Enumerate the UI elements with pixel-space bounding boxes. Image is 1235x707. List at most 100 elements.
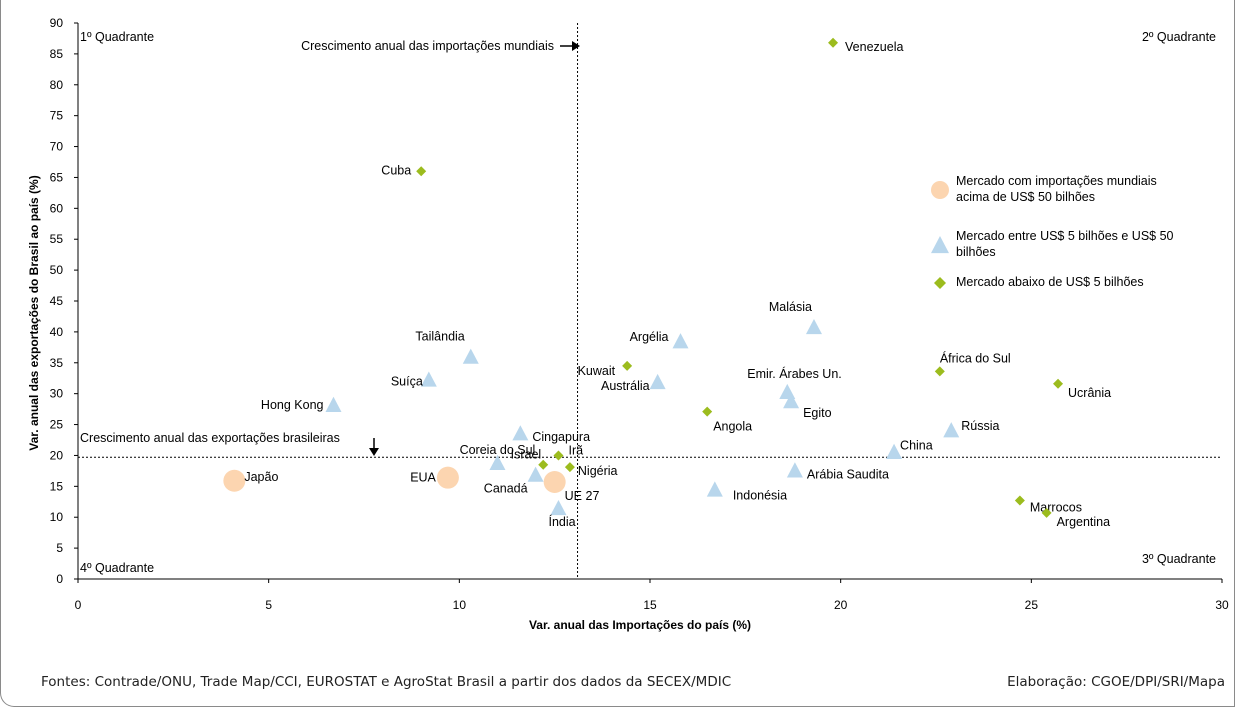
data-points: Japão EUA UE 27 Tailândia Suíça Hong Kong Cing… [223, 37, 1111, 529]
quadrant-label: 3º Quadrante [1142, 552, 1216, 566]
y-tick-label: 50 [50, 263, 64, 277]
y-tick-label: 80 [50, 78, 64, 92]
marker-diamond [564, 462, 575, 473]
point-label: Israel [511, 448, 542, 462]
reference-lines: Crescimento anual das importações mundia… [78, 23, 1222, 579]
point-label: Indonésia [733, 488, 787, 502]
marker-triangle [325, 396, 342, 412]
marker-diamond [1014, 495, 1025, 506]
point-label: Cuba [381, 163, 411, 177]
marker-diamond [934, 277, 946, 289]
marker-diamond [1041, 507, 1052, 518]
point-label: Argentina [1057, 515, 1111, 529]
x-tick-label: 0 [75, 598, 82, 612]
marker-diamond [1053, 378, 1064, 389]
marker-triangle [512, 425, 529, 441]
point-label: Emir. Árabes Un. [747, 366, 841, 381]
y-tick-label: 35 [50, 356, 64, 370]
y-tick-label: 60 [50, 201, 64, 215]
point-label: Egito [803, 406, 832, 420]
y-tick-label: 70 [50, 140, 64, 154]
point-label: Japão [244, 470, 278, 484]
point-label: Venezuela [845, 40, 903, 54]
point-label: Hong Kong [261, 398, 324, 412]
y-tick-label: 85 [50, 47, 64, 61]
y-tick-label: 75 [50, 109, 64, 123]
x-tick-label: 5 [265, 598, 272, 612]
marker-triangle [786, 462, 803, 478]
y-tick-label: 10 [50, 510, 64, 524]
marker-triangle [489, 454, 506, 471]
marker-diamond [538, 459, 549, 470]
marker-triangle [649, 373, 666, 390]
marker-diamond [702, 406, 713, 417]
marker-diamond [828, 37, 839, 48]
credit-note: Elaboração: CGOE/DPI/SRI/Mapa [1007, 674, 1225, 690]
marker-triangle [462, 348, 479, 364]
x-axis-title: Var. anual das Importações do país (%) [529, 618, 751, 632]
marker-triangle [706, 481, 723, 497]
import-growth-arrow-head [572, 41, 580, 51]
y-tick-label: 45 [50, 294, 64, 308]
legend-entry-text: Mercado abaixo de US$ 5 bilhões [956, 275, 1144, 289]
x-tick-label: 15 [643, 598, 657, 612]
legend-entry-text: Mercado com importações mundiais [956, 174, 1157, 188]
legend-entry-text: bilhões [956, 245, 996, 259]
x-tick-label: 10 [453, 598, 467, 612]
axes: 0 5 10 15 20 25 30 35 40 45 50 55 60 65 70 75 80 85 90 0 5 10… [27, 16, 1229, 632]
point-label: Cingapura [532, 430, 590, 444]
point-label: Irã [568, 443, 583, 457]
point-label: Kuwait [578, 364, 616, 378]
legend-entry-text: acima de US$ 50 bilhões [956, 190, 1095, 204]
y-tick-label: 25 [50, 418, 64, 432]
marker-diamond [934, 366, 945, 377]
marker-triangle [931, 236, 949, 254]
x-tick-label: 30 [1215, 598, 1229, 612]
export-growth-arrow-head [369, 448, 379, 456]
marker-triangle [672, 333, 689, 349]
y-tick-label: 40 [50, 325, 64, 339]
y-tick-label: 55 [50, 232, 64, 246]
marker-diamond [622, 360, 633, 371]
point-label: Arábia Saudita [807, 467, 889, 481]
point-label: China [900, 439, 933, 453]
point-label: Marrocos [1030, 501, 1082, 515]
y-tick-label: 15 [50, 479, 64, 493]
point-label: Austrália [601, 379, 650, 393]
y-tick-label: 20 [50, 448, 64, 462]
marker-triangle [550, 499, 567, 516]
point-label: Ucrânia [1068, 386, 1111, 400]
point-label: UE 27 [565, 489, 600, 503]
marker-triangle [943, 422, 960, 438]
point-label: Nigéria [578, 464, 618, 478]
quadrant-label: 1º Quadrante [80, 30, 154, 44]
marker-diamond [416, 166, 427, 177]
export-growth-label: Crescimento anual das exportações brasil… [80, 431, 340, 445]
y-axis-title: Var. anual das exportações do Brasil ao … [27, 175, 41, 450]
y-tick-label: 5 [56, 541, 63, 555]
point-label: Suíça [391, 374, 423, 388]
marker-triangle [805, 318, 822, 335]
marker-circle [223, 469, 246, 492]
marker-triangle [420, 371, 437, 387]
point-label: Malásia [769, 300, 812, 314]
point-label: Coreia do Sul [460, 443, 536, 457]
x-tick-label: 20 [834, 598, 848, 612]
source-note: Fontes: Contrade/ONU, Trade Map/CCI, EUR… [41, 674, 732, 690]
import-growth-label: Crescimento anual das importações mundia… [301, 39, 554, 53]
marker-triangle [886, 443, 903, 459]
point-label: Tailândia [415, 330, 464, 344]
point-label: Canadá [484, 482, 528, 496]
legend-entry-text: Mercado entre US$ 5 bilhões e US$ 50 [956, 229, 1174, 243]
point-label: Argélia [630, 330, 669, 344]
point-label: Índia [548, 514, 575, 529]
marker-triangle [783, 393, 800, 409]
quadrant-label: 4º Quadrante [80, 561, 154, 575]
marker-circle [931, 181, 949, 199]
y-tick-label: 65 [50, 170, 64, 184]
x-tick-label: 25 [1025, 598, 1039, 612]
point-label: Rússia [961, 419, 999, 433]
point-label: África do Sul [940, 350, 1011, 365]
marker-circle [436, 466, 459, 489]
